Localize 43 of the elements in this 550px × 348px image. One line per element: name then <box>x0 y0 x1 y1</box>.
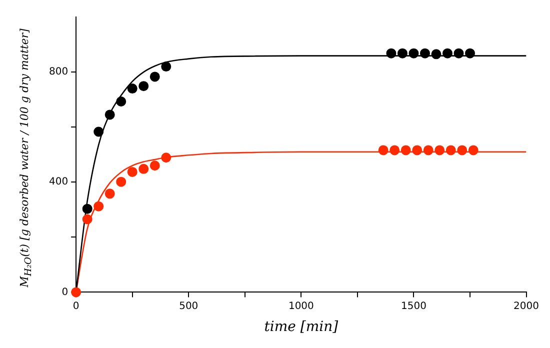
point <box>454 48 464 58</box>
y-tick-label: 800 <box>48 66 68 78</box>
point <box>412 145 422 156</box>
point <box>465 48 475 58</box>
y-tick-label: 400 <box>48 176 68 188</box>
point <box>116 176 126 187</box>
point <box>127 84 138 94</box>
x-tick-label: 1500 <box>401 300 426 312</box>
point <box>116 96 126 106</box>
x-axis-title: time [min] <box>264 319 339 336</box>
point <box>82 204 92 214</box>
x-tick-label: 0 <box>72 300 80 312</box>
point <box>431 49 442 60</box>
point <box>434 145 445 156</box>
x-tick-label: 2000 <box>514 300 539 312</box>
point <box>446 145 456 156</box>
point <box>161 152 172 163</box>
point <box>390 145 400 156</box>
point <box>423 145 434 156</box>
point <box>127 166 138 177</box>
point <box>104 188 115 199</box>
point <box>104 110 115 120</box>
point <box>82 214 92 224</box>
point <box>397 48 408 58</box>
point <box>71 287 82 298</box>
y-tick-label: 0 <box>62 286 68 298</box>
point <box>420 48 430 58</box>
point <box>138 81 149 92</box>
point <box>150 160 160 171</box>
point <box>94 126 104 137</box>
point <box>94 201 104 212</box>
point <box>386 48 396 58</box>
x-tick-label: 500 <box>179 300 198 312</box>
point <box>150 72 160 82</box>
point <box>138 164 149 174</box>
point <box>468 145 478 156</box>
point <box>457 145 468 156</box>
point <box>442 48 452 58</box>
point <box>400 145 411 156</box>
point <box>161 62 172 72</box>
x-tick-label: 1000 <box>288 300 314 312</box>
point <box>378 145 388 156</box>
point <box>408 48 419 58</box>
